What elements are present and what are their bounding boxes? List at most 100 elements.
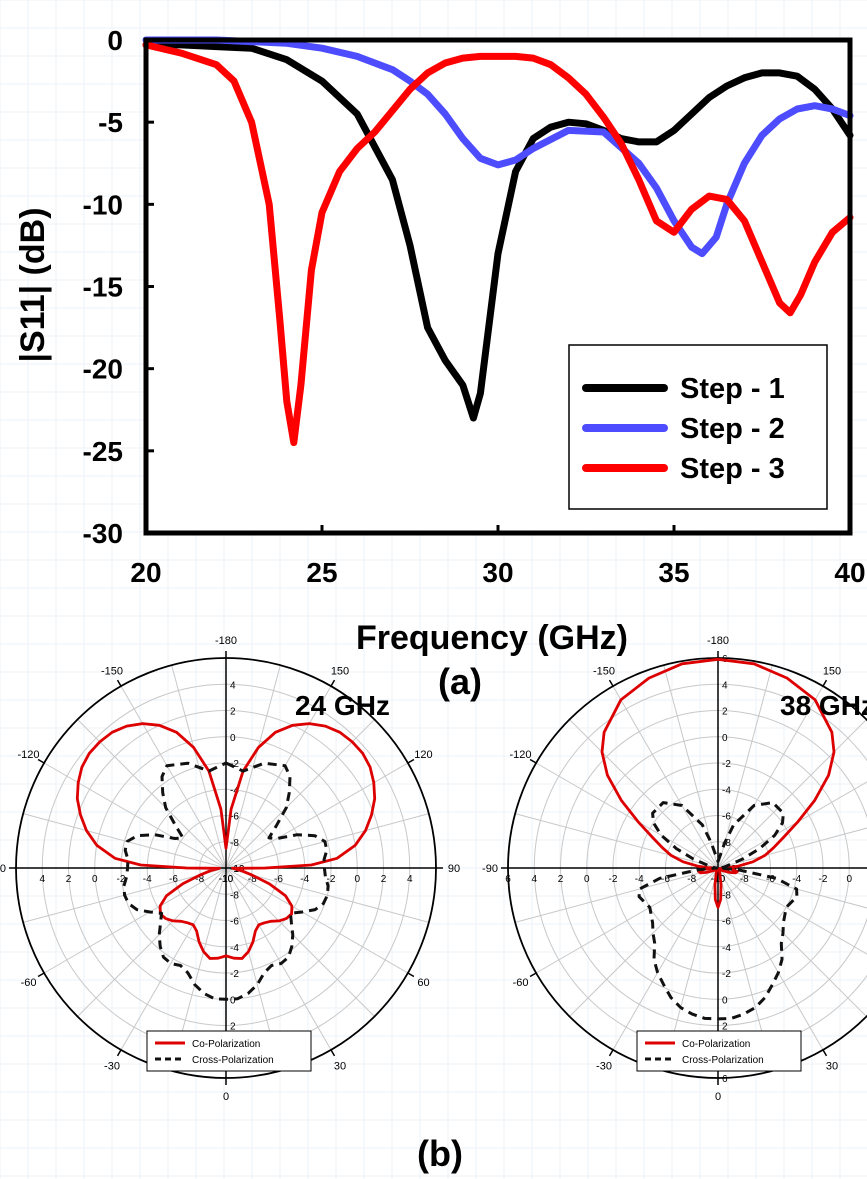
frequency-annotation: 38 GHz <box>780 690 867 721</box>
radial-label-upper: 2 <box>230 707 236 718</box>
polar-legend-label: Co-Polarization <box>682 1039 750 1050</box>
polar-grid-spoke <box>717 685 824 869</box>
radial-label-right: -2 <box>327 874 336 885</box>
polar-angle-label: 90 <box>448 863 460 875</box>
polar-legend-box <box>636 1030 802 1072</box>
polar-grid-spoke <box>515 813 719 869</box>
polar-angle-tick <box>116 679 122 687</box>
frequency-annotation: 24 GHz <box>295 690 390 721</box>
polar-angle-label: 150 <box>331 666 349 678</box>
radial-label-upper: 0 <box>230 733 236 744</box>
x-axis-label: Frequency (GHz) <box>356 619 628 657</box>
y-tick-label: -5 <box>98 107 123 138</box>
radial-label-left: -2 <box>117 874 126 885</box>
polar-grid-spoke <box>717 665 773 869</box>
radial-label-right: -2 <box>819 874 828 885</box>
polar-angle-tick <box>608 1049 614 1057</box>
radial-label-left: -6 <box>169 874 178 885</box>
polar-chart-38ghz: -1801501209060300-30-60-90-120-150666644… <box>482 635 867 1103</box>
radial-label-lower: -2 <box>722 969 731 980</box>
polar-angle-tick <box>407 758 415 764</box>
series-line-step-1 <box>142 41 854 422</box>
radial-label-upper: 0 <box>722 733 728 744</box>
polar-grid-spoke <box>120 867 227 1051</box>
radial-label-left: 4 <box>531 874 537 885</box>
panel-labels: (a) (b) <box>417 661 482 1174</box>
radial-label-right: -8 <box>248 874 257 885</box>
x-tick-label: 20 <box>130 557 161 588</box>
polar-angle-tick <box>330 1049 336 1057</box>
polar-legend-label: Cross-Polarization <box>682 1055 764 1066</box>
radial-label-left: -4 <box>143 874 152 885</box>
polar-grid-spoke <box>225 867 375 1017</box>
radial-label-lower: -4 <box>722 943 731 954</box>
legend-label: Step - 2 <box>680 413 785 445</box>
radial-label-left: -8 <box>687 874 696 885</box>
polar-angle-tick <box>529 758 537 764</box>
y-tick-label: -15 <box>83 272 123 303</box>
radial-label-left: 6 <box>505 874 511 885</box>
x-tick-label: 35 <box>658 557 689 588</box>
polar-grid-spoke <box>535 867 719 974</box>
polar-grid-spoke <box>663 665 719 869</box>
polar-angle-tick <box>407 972 415 978</box>
radial-label-left: -2 <box>609 874 618 885</box>
polar-angle-label: -90 <box>0 863 6 875</box>
radial-label-upper: 4 <box>230 680 236 691</box>
radial-label-upper: -8 <box>722 838 731 849</box>
polar-grid-spoke <box>225 762 409 869</box>
polar-angle-label: -90 <box>482 863 498 875</box>
x-tick-label: 40 <box>834 557 865 588</box>
polar-grid-spoke <box>120 685 227 869</box>
polar-angle-label: -120 <box>510 749 532 761</box>
y-tick-label: 0 <box>107 25 123 56</box>
polar-grid-spoke <box>225 867 332 1051</box>
polar-angle-tick <box>822 679 828 687</box>
radial-label-left: 0 <box>584 874 590 885</box>
radial-label-upper: -2 <box>722 759 731 770</box>
polar-angle-label: 0 <box>223 1091 229 1103</box>
polar-angle-tick <box>330 679 336 687</box>
radial-label-upper: -6 <box>230 812 239 823</box>
polar-grid-spoke <box>43 867 227 974</box>
radial-label-upper: -4 <box>230 785 239 796</box>
radial-label-lower: 0 <box>722 995 728 1006</box>
radial-label-right: -8 <box>740 874 749 885</box>
radial-label-upper: -6 <box>722 812 731 823</box>
cross-polarization-curve <box>637 801 799 1021</box>
radial-label-right: -4 <box>300 874 309 885</box>
panel-label-b: (b) <box>417 1133 463 1174</box>
radial-label-lower: -8 <box>722 890 731 901</box>
polar-grid-spoke <box>77 719 227 869</box>
radial-label-upper: 4 <box>722 680 728 691</box>
polar-grid-spoke <box>717 867 867 1017</box>
radial-label-left: 2 <box>558 874 564 885</box>
polar-angle-label: -180 <box>707 635 729 647</box>
polar-angle-tick <box>37 758 45 764</box>
polar-grid-spoke <box>569 867 719 1017</box>
radial-label-upper: -8 <box>230 838 239 849</box>
polar-grid-spoke <box>612 867 719 1051</box>
co-polarization-curve <box>600 657 836 909</box>
polar-grid-spoke <box>717 867 867 955</box>
radial-label-lower: -6 <box>230 917 239 928</box>
polar-chart-24ghz: -1801501209060300-30-60-90-120-150444422… <box>0 635 460 1103</box>
radial-label-right: -6 <box>766 874 775 885</box>
radial-label-upper: -2 <box>230 759 239 770</box>
y-tick-label: -10 <box>83 189 123 220</box>
polar-grid-spoke <box>225 665 281 869</box>
radial-label-lower: -4 <box>230 943 239 954</box>
polar-angle-label: 60 <box>417 977 429 989</box>
polar-grid-spoke <box>225 813 429 869</box>
polar-angle-label: 150 <box>823 666 841 678</box>
y-tick-label: -25 <box>83 436 123 467</box>
polar-grid-spoke <box>717 867 824 1051</box>
polar-grid-spoke <box>225 685 332 869</box>
radial-label-right: -10 <box>219 874 234 885</box>
co-polarization-curve <box>75 722 377 960</box>
radial-label-right: -6 <box>274 874 283 885</box>
radial-label-lower: 2 <box>230 1022 236 1033</box>
x-tick-label: 30 <box>482 557 513 588</box>
